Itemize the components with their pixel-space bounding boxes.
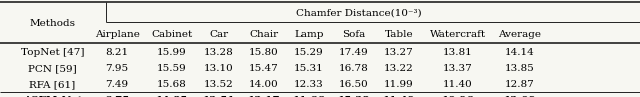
Text: Average: Average [498, 30, 541, 39]
Text: 13.85: 13.85 [505, 64, 534, 73]
Text: 13.81: 13.81 [443, 48, 472, 57]
Text: Chair: Chair [249, 30, 278, 39]
Text: 15.59: 15.59 [157, 64, 186, 73]
Text: Car: Car [209, 30, 228, 39]
Text: ASFM-Net: ASFM-Net [23, 96, 82, 97]
Text: 16.50: 16.50 [339, 80, 369, 89]
Text: 7.95: 7.95 [106, 64, 129, 73]
Text: 12.09: 12.09 [504, 96, 536, 97]
Text: 6.75: 6.75 [104, 96, 130, 97]
Text: 17.49: 17.49 [339, 48, 369, 57]
Text: 11.40: 11.40 [443, 80, 472, 89]
Text: 15.29: 15.29 [294, 48, 324, 57]
Text: 14.85: 14.85 [156, 96, 188, 97]
Text: 15.99: 15.99 [157, 48, 186, 57]
Text: Chamfer Distance(10⁻³): Chamfer Distance(10⁻³) [296, 8, 422, 17]
Text: 16.78: 16.78 [339, 64, 369, 73]
Text: 13.37: 13.37 [443, 64, 472, 73]
Text: PCN [59]: PCN [59] [28, 64, 77, 73]
Text: 14.14: 14.14 [505, 48, 534, 57]
Text: 15.38: 15.38 [338, 96, 370, 97]
Text: 11.99: 11.99 [384, 80, 413, 89]
Text: 13.28: 13.28 [204, 48, 234, 57]
Text: 13.17: 13.17 [248, 96, 280, 97]
Text: 15.31: 15.31 [294, 64, 324, 73]
Text: Methods: Methods [29, 19, 76, 28]
Text: 12.51: 12.51 [203, 96, 235, 97]
Text: 10.96: 10.96 [442, 96, 474, 97]
Text: 13.52: 13.52 [204, 80, 234, 89]
Text: 15.68: 15.68 [157, 80, 186, 89]
Text: 7.49: 7.49 [106, 80, 129, 89]
Text: 15.80: 15.80 [249, 48, 278, 57]
Text: 13.27: 13.27 [384, 48, 413, 57]
Text: 11.66: 11.66 [292, 96, 326, 97]
Text: 8.21: 8.21 [106, 48, 129, 57]
Text: Cabinet: Cabinet [151, 30, 192, 39]
Text: Watercraft: Watercraft [429, 30, 486, 39]
Text: TopNet [47]: TopNet [47] [20, 48, 84, 57]
Text: 12.87: 12.87 [505, 80, 534, 89]
Text: Table: Table [385, 30, 413, 39]
Text: Sofa: Sofa [342, 30, 365, 39]
Text: 13.22: 13.22 [384, 64, 413, 73]
Text: 11.49: 11.49 [383, 96, 415, 97]
Text: 15.47: 15.47 [249, 64, 278, 73]
Text: 13.10: 13.10 [204, 64, 234, 73]
Text: Airplane: Airplane [95, 30, 140, 39]
Text: 12.33: 12.33 [294, 80, 324, 89]
Text: Lamp: Lamp [294, 30, 324, 39]
Text: 14.00: 14.00 [249, 80, 278, 89]
Text: RFA [61]: RFA [61] [29, 80, 76, 89]
